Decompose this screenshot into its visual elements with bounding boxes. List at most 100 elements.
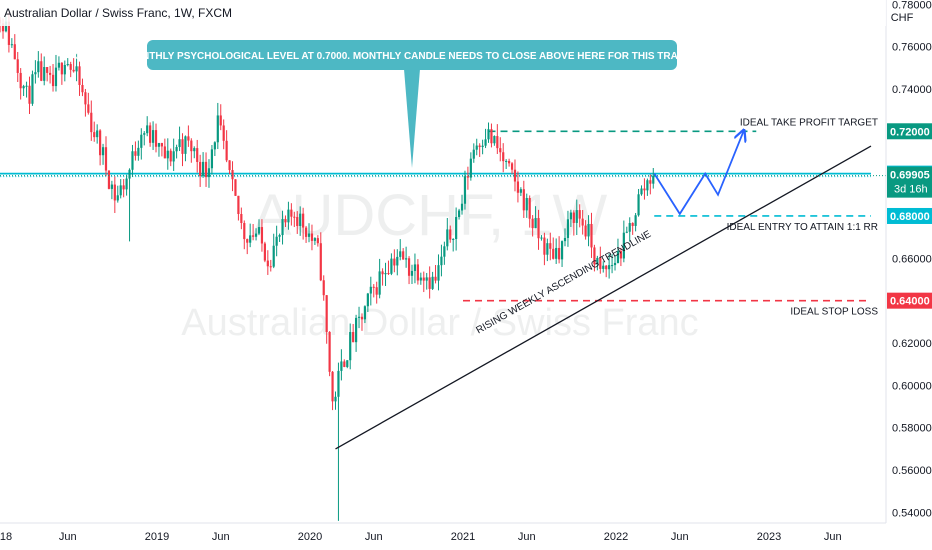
candle [37, 51, 40, 78]
candle-body [302, 213, 305, 228]
candle-body [316, 238, 319, 244]
candle [157, 142, 161, 157]
candle-body [487, 129, 490, 140]
candle-body [28, 85, 31, 104]
candle-body [443, 246, 446, 257]
candle [252, 224, 255, 241]
current-price-badge [887, 166, 932, 198]
candle [113, 176, 116, 214]
candle [399, 239, 402, 261]
candle-body [134, 151, 137, 156]
candle [107, 170, 111, 190]
candle [46, 67, 49, 82]
currency-label: CHF [891, 12, 914, 24]
candle-body [313, 238, 317, 241]
candle-body [34, 72, 37, 75]
candle-body [440, 256, 443, 266]
candle [290, 203, 293, 226]
candle-body [643, 188, 646, 191]
candle-body [204, 161, 208, 178]
candle-body [619, 251, 623, 259]
time-tick-label: 18 [0, 531, 12, 543]
candle-body [234, 179, 237, 196]
candle [519, 187, 522, 197]
projection-path[interactable] [653, 131, 743, 216]
candle-body [449, 229, 452, 240]
time-axis-ticks[interactable]: 18 Jun 2019 Jun 2020 Jun 2021 Jun 2022 Jun 2023 Jun [0, 531, 842, 543]
candle [419, 272, 422, 285]
candle [572, 210, 575, 236]
candle [310, 224, 314, 251]
candle-body [31, 74, 34, 104]
candle-body [146, 125, 149, 134]
candle-body [178, 139, 181, 148]
candle [516, 171, 520, 203]
candle-body [378, 271, 381, 295]
candle [619, 247, 623, 267]
price-badge-label: 0.64000 [890, 296, 930, 308]
candle-body [72, 69, 75, 72]
candle-body [543, 237, 546, 255]
candle [457, 208, 461, 220]
candle [246, 238, 249, 255]
candle-body [393, 258, 396, 266]
candle-body [581, 218, 584, 226]
candle [510, 162, 514, 174]
price-badge [887, 292, 932, 309]
candle-body [390, 258, 393, 274]
candle-body [151, 130, 155, 143]
candle-body [590, 224, 593, 248]
candle-body [187, 136, 190, 141]
candle [349, 323, 352, 370]
candle-body [166, 150, 169, 159]
candle [537, 209, 540, 250]
candle [163, 138, 166, 159]
candle-body [299, 213, 302, 226]
trendline[interactable] [335, 145, 872, 450]
candle [272, 233, 275, 269]
candle-body [51, 74, 55, 87]
candle-body [290, 209, 293, 217]
candle-body [596, 257, 599, 265]
time-tick-label: Jun [518, 531, 536, 543]
candle [296, 211, 299, 234]
candle-body [422, 277, 425, 281]
candle-body [40, 61, 43, 81]
candle-body [246, 239, 249, 243]
candle [134, 141, 137, 161]
candle-body [531, 218, 534, 229]
candle-body [587, 224, 590, 237]
candle-body [243, 223, 246, 240]
candle [228, 160, 231, 175]
candle [581, 209, 584, 235]
candle [549, 232, 552, 261]
candle-body [646, 180, 649, 191]
candle [378, 258, 381, 299]
candle [366, 292, 369, 312]
candle-body [137, 147, 140, 156]
candle-body [131, 151, 134, 170]
candle-body [269, 266, 272, 268]
candle-body [78, 66, 81, 85]
candle [216, 102, 219, 150]
candle [610, 254, 614, 274]
time-tick-label: 2021 [451, 531, 475, 543]
candle [146, 116, 149, 137]
candle [446, 218, 449, 251]
candle [602, 261, 605, 273]
candle [269, 259, 272, 272]
candle-body [96, 130, 99, 138]
candle-body [628, 223, 631, 232]
candle-body [360, 316, 364, 320]
candle [499, 137, 502, 162]
candle [319, 232, 322, 282]
candle [590, 212, 593, 258]
candle-body [160, 143, 164, 147]
price-axis-ticks[interactable]: 0.760000.740000.720000.700000.680000.660… [892, 0, 932, 519]
candle [407, 256, 411, 285]
candle [396, 249, 399, 276]
candle-body [343, 361, 346, 367]
candle-body [510, 163, 514, 170]
current-price-label: 0.69905 [890, 170, 930, 182]
